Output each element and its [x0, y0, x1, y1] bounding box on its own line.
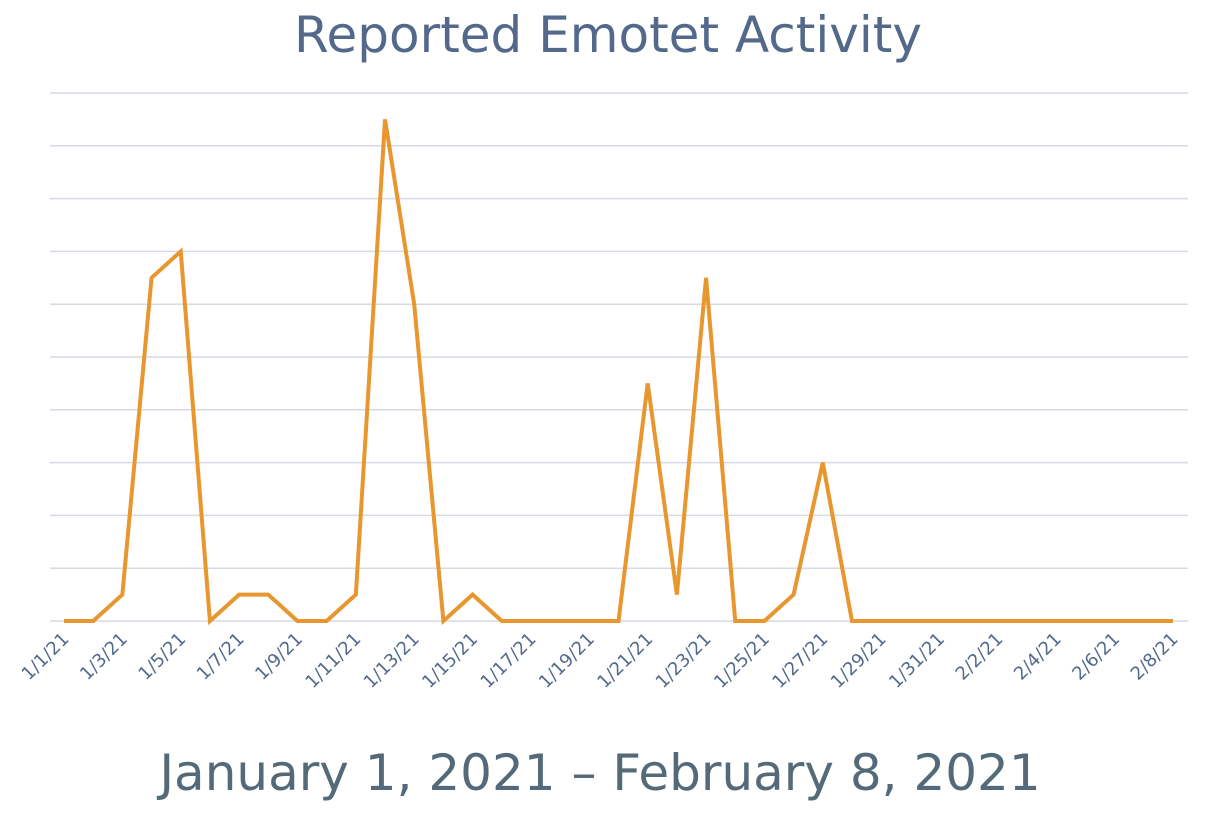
chart-subtitle: January 1, 2021 – February 8, 2021: [156, 744, 1040, 802]
x-tick-label: 1/31/21: [885, 629, 949, 693]
x-tick-label: 2/6/21: [1068, 629, 1124, 685]
chart-title: Reported Emotet Activity: [294, 6, 922, 64]
x-tick-label: 1/13/21: [360, 629, 424, 693]
x-tick-label: 1/29/21: [827, 629, 891, 693]
x-tick-label: 1/5/21: [134, 629, 190, 685]
x-tick-label: 1/1/21: [18, 629, 74, 685]
x-tick-label: 1/19/21: [535, 629, 599, 693]
x-tick-label: 1/3/21: [76, 629, 132, 685]
x-tick-label: 1/25/21: [710, 629, 774, 693]
x-tick-label: 2/8/21: [1127, 629, 1183, 685]
x-tick-label: 1/15/21: [418, 629, 482, 693]
x-tick-label: 2/4/21: [1010, 629, 1066, 685]
data-line: [64, 119, 1173, 626]
x-tick-label: 1/27/21: [768, 629, 832, 693]
x-tick-label: 2/2/21: [952, 629, 1008, 685]
x-tick-label: 1/21/21: [593, 629, 657, 693]
x-tick-label: 1/17/21: [477, 629, 541, 693]
x-tick-label: 1/7/21: [193, 629, 249, 685]
x-tick-label: 1/11/21: [301, 629, 365, 693]
x-tick-label: 1/9/21: [251, 629, 307, 685]
x-tick-label: 1/23/21: [652, 629, 716, 693]
